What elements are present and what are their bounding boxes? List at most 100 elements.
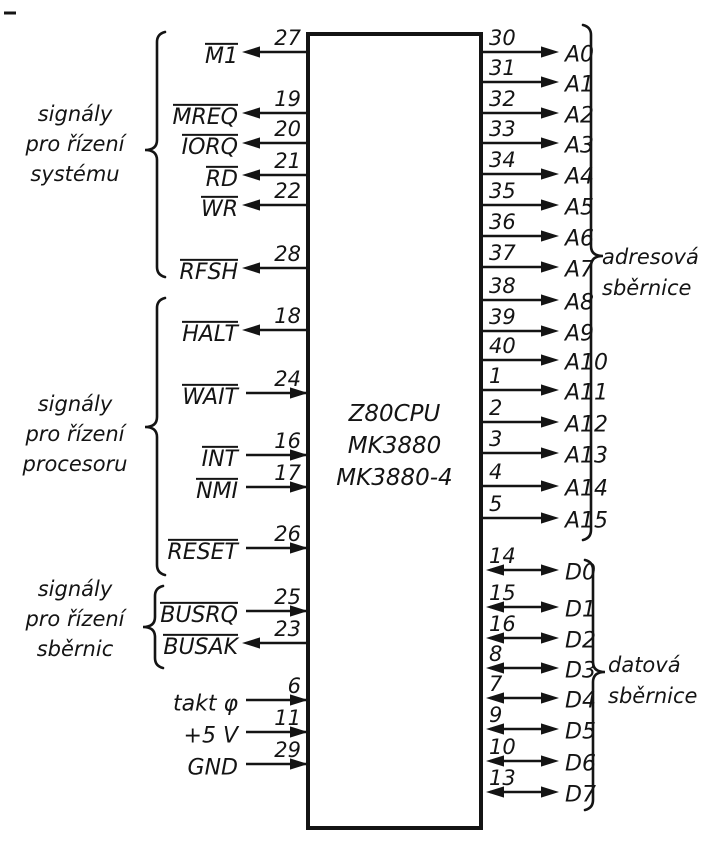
pin-number: 6 <box>287 674 301 698</box>
bus-line-label-a6: A6 <box>565 226 594 251</box>
pin-number: 8 <box>489 642 503 666</box>
pin-arrow-out <box>541 46 559 58</box>
signal-name-text: +5 V <box>183 723 238 749</box>
group-system-line2: pro řízení <box>25 132 125 156</box>
pin-arrow-out <box>541 354 559 366</box>
pin-arrow-out <box>242 199 260 211</box>
pin-number: 36 <box>489 210 516 234</box>
pin-arrow-bidir <box>486 692 504 704</box>
pin-arrow-bidir <box>486 662 504 674</box>
pin-arrow-bidir <box>541 564 559 576</box>
brace-address-bus <box>581 23 604 542</box>
brace-data-bus <box>583 558 606 812</box>
pin-number: 23 <box>274 617 301 641</box>
signal-label-busak: BUSAK <box>163 633 238 660</box>
pin-arrow-out <box>541 107 559 119</box>
pin-arrow-bidir <box>541 723 559 735</box>
pin-number: 11 <box>274 706 301 730</box>
bus-line-name-text: A7 <box>565 257 595 283</box>
data-bus-line1: datová <box>608 653 681 677</box>
pin-arrow-bidir <box>486 601 504 613</box>
signal-label-takt-: takt φ <box>173 691 238 716</box>
pin-number: 13 <box>489 766 516 790</box>
pin-number: 10 <box>489 735 516 759</box>
signal-label-halt: HALT <box>182 320 238 347</box>
bus-line-label-d0: D0 <box>565 560 596 585</box>
pin-arrow-out <box>242 137 260 149</box>
bus-line-name-text: D4 <box>565 688 596 714</box>
pin-arrow-bidir <box>541 755 559 767</box>
chip-body: Z80CPU MK3880 MK3880-4 <box>306 32 483 830</box>
pin-arrow-in <box>290 481 308 493</box>
group-processor-line3: procesoru <box>22 452 128 476</box>
bus-line-label-d7: D7 <box>565 782 596 807</box>
brace-processor-signals <box>144 296 167 577</box>
group-bus-line1: signály <box>37 577 113 601</box>
data-bus-label: datová sběrnice <box>608 650 697 712</box>
pin-arrow-out <box>541 261 559 273</box>
bus-line-label-a15: A15 <box>565 508 608 533</box>
pin-arrow-out <box>541 480 559 492</box>
chip-part-number: MK3880 <box>347 433 442 459</box>
pin-arrow-bidir <box>541 632 559 644</box>
pin-arrow-out <box>541 384 559 396</box>
pin-arrow-bidir <box>486 755 504 767</box>
signal-label-wait: WAIT <box>182 383 238 410</box>
pin-number: 27 <box>274 26 301 50</box>
pin-arrow-out <box>242 324 260 336</box>
address-bus-line1: adresová <box>602 245 699 269</box>
bus-line-label-a2: A2 <box>565 103 594 128</box>
group-bus-line3: sběrnic <box>36 637 114 661</box>
bus-line-label-d5: D5 <box>565 719 596 744</box>
group-processor-line2: pro řízení <box>25 422 125 446</box>
group-label-processor: signály pro řízení procesoru <box>0 389 150 479</box>
pin-arrow-out <box>541 137 559 149</box>
pin-arrow-out <box>242 637 260 649</box>
bus-line-label-d2: D2 <box>565 628 596 653</box>
pin-number: 25 <box>274 585 301 609</box>
pin-arrow-out <box>541 447 559 459</box>
signal-name-text: BUSRQ <box>160 601 238 628</box>
bus-line-name-text: D2 <box>565 628 596 654</box>
pin-number: 9 <box>489 703 503 727</box>
pin-arrow-out <box>541 512 559 524</box>
signal-label-rd: RD <box>205 165 238 192</box>
group-bus-line2: pro řízení <box>25 607 125 631</box>
bus-line-name-text: D5 <box>565 719 596 745</box>
pin-arrow-out <box>242 46 260 58</box>
pin-number: 35 <box>489 179 516 203</box>
bus-line-label-a7: A7 <box>565 257 594 282</box>
bus-line-name-text: A5 <box>565 195 595 221</box>
bus-line-label-a14: A14 <box>565 476 608 501</box>
bus-line-name-text: D7 <box>565 782 596 808</box>
pin-number: 3 <box>489 427 503 451</box>
bus-line-name-text: A12 <box>565 412 609 438</box>
signal-name-text: NMI <box>196 477 238 504</box>
pin-arrow-bidir <box>541 692 559 704</box>
bus-line-name-text: A3 <box>565 133 595 159</box>
bus-line-label-a3: A3 <box>565 133 594 158</box>
pin-number: 39 <box>489 305 516 329</box>
signal-label-wr: WR <box>200 195 238 222</box>
pin-arrow-bidir <box>486 723 504 735</box>
pin-arrow-in <box>290 758 308 770</box>
pin-arrow-in <box>290 605 308 617</box>
pin-number: 30 <box>489 26 516 50</box>
pin-arrow-out <box>541 416 559 428</box>
signal-name-text: GND <box>187 755 238 781</box>
bus-line-label-a4: A4 <box>565 164 594 189</box>
signal-name-text: takt φ <box>173 691 238 717</box>
pin-number: 34 <box>489 148 516 172</box>
bus-line-name-text: A1 <box>565 72 595 98</box>
bus-line-name-text: A10 <box>565 350 609 376</box>
pin-number: 32 <box>489 87 516 111</box>
chip-title: Z80CPU MK3880 MK3880-4 <box>310 398 479 494</box>
chip-name: Z80CPU <box>348 401 441 427</box>
signal-label-nmi: NMI <box>196 477 238 504</box>
signal-label-rfsh: RFSH <box>179 258 238 285</box>
signal-name-text: INT <box>201 445 238 472</box>
pin-arrow-in <box>290 449 308 461</box>
bus-line-name-text: A2 <box>565 103 595 129</box>
signal-name-text: RFSH <box>179 258 238 285</box>
pin-number: 38 <box>489 274 516 298</box>
